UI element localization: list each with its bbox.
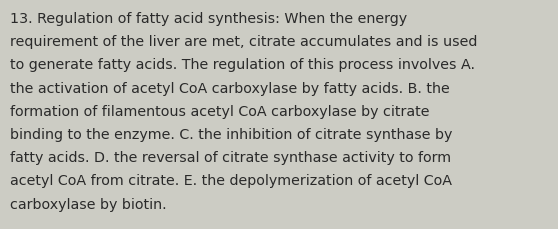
- Text: carboxylase by biotin.: carboxylase by biotin.: [10, 197, 167, 211]
- Text: requirement of the liver are met, citrate accumulates and is used: requirement of the liver are met, citrat…: [10, 35, 478, 49]
- Text: to generate fatty acids. The regulation of this process involves A.: to generate fatty acids. The regulation …: [10, 58, 475, 72]
- Text: fatty acids. D. the reversal of citrate synthase activity to form: fatty acids. D. the reversal of citrate …: [10, 150, 451, 164]
- Text: the activation of acetyl CoA carboxylase by fatty acids. B. the: the activation of acetyl CoA carboxylase…: [10, 81, 450, 95]
- Text: binding to the enzyme. C. the inhibition of citrate synthase by: binding to the enzyme. C. the inhibition…: [10, 128, 453, 141]
- Text: formation of filamentous acetyl CoA carboxylase by citrate: formation of filamentous acetyl CoA carb…: [10, 104, 430, 118]
- Text: 13. Regulation of fatty acid synthesis: When the energy: 13. Regulation of fatty acid synthesis: …: [10, 12, 407, 26]
- Text: acetyl CoA from citrate. E. the depolymerization of acetyl CoA: acetyl CoA from citrate. E. the depolyme…: [10, 174, 452, 188]
